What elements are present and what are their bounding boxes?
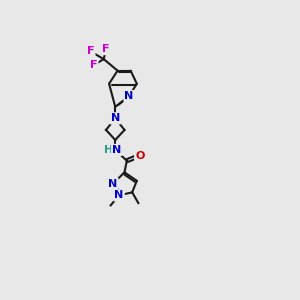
Text: N: N: [108, 179, 118, 189]
Text: N: N: [111, 113, 120, 123]
Text: F: F: [90, 60, 98, 70]
Text: N: N: [112, 145, 122, 155]
Text: N: N: [115, 190, 124, 200]
Text: H: H: [104, 145, 114, 155]
Text: F: F: [87, 46, 94, 56]
Text: O: O: [135, 151, 145, 161]
Text: F: F: [102, 44, 110, 54]
Text: N: N: [124, 91, 134, 101]
